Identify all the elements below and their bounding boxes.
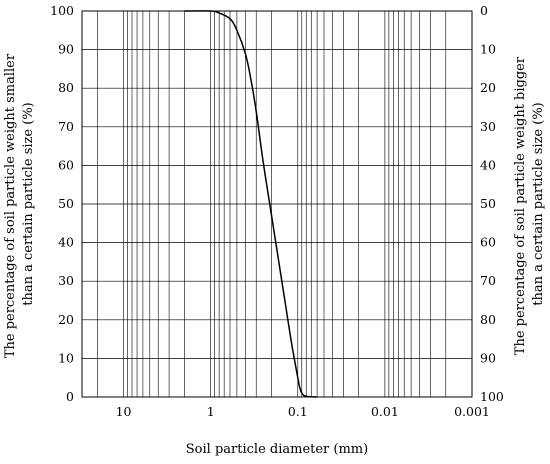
left-y-tick-label: 50 bbox=[58, 196, 74, 211]
right-y-tick-label: 60 bbox=[480, 235, 496, 250]
right-y-tick-label: 40 bbox=[480, 157, 496, 172]
x-tick-label: 10 bbox=[116, 404, 132, 419]
left-y-axis-title-line-1: The percentage of soil particle weight s… bbox=[3, 53, 18, 358]
right-y-axis-title-line-2: than a certain particle size (%) bbox=[531, 102, 546, 306]
right-y-tick-label: 100 bbox=[480, 389, 504, 404]
right-y-tick-label: 20 bbox=[480, 80, 496, 95]
left-y-tick-label: 60 bbox=[58, 157, 74, 172]
right-y-axis-title: The percentage of soil particle weight b… bbox=[513, 53, 546, 355]
x-tick-label: 0.01 bbox=[371, 404, 399, 419]
x-tick-label: 0.1 bbox=[288, 404, 308, 419]
left-y-tick-label: 70 bbox=[58, 119, 74, 134]
right-y-tick-label: 80 bbox=[480, 312, 496, 327]
x-tick-label: 1 bbox=[207, 404, 215, 419]
x-axis-ticks: 10 1 0.1 0.01 0.001 bbox=[116, 404, 490, 419]
right-y-axis-title-line-1: The percentage of soil particle weight b… bbox=[513, 56, 528, 355]
left-y-tick-label: 80 bbox=[58, 80, 74, 95]
left-y-tick-label: 30 bbox=[58, 273, 74, 288]
right-y-tick-label: 30 bbox=[480, 119, 496, 134]
left-y-axis-title: The percentage of soil particle weight s… bbox=[3, 50, 36, 358]
right-y-tick-label: 10 bbox=[480, 42, 496, 57]
right-y-tick-label: 90 bbox=[480, 350, 496, 365]
right-y-tick-label: 50 bbox=[480, 196, 496, 211]
x-tick-label: 0.001 bbox=[454, 404, 490, 419]
left-y-tick-label: 100 bbox=[50, 3, 74, 18]
left-y-tick-label: 0 bbox=[66, 389, 74, 404]
right-y-tick-label: 70 bbox=[480, 273, 496, 288]
left-y-tick-label: 40 bbox=[58, 235, 74, 250]
left-y-tick-label: 20 bbox=[58, 312, 74, 327]
left-y-tick-label: 10 bbox=[58, 350, 74, 365]
x-axis-title: Soil particle diameter (mm) bbox=[186, 442, 368, 457]
left-y-axis-ticks: 0 10 20 30 40 50 60 70 80 90 100 bbox=[50, 3, 74, 404]
left-y-tick-label: 90 bbox=[58, 42, 74, 57]
plot-frame bbox=[81, 10, 473, 398]
right-y-tick-label: 0 bbox=[480, 3, 488, 18]
left-y-axis-title-line-2: than a certain particle size (%) bbox=[21, 102, 36, 306]
